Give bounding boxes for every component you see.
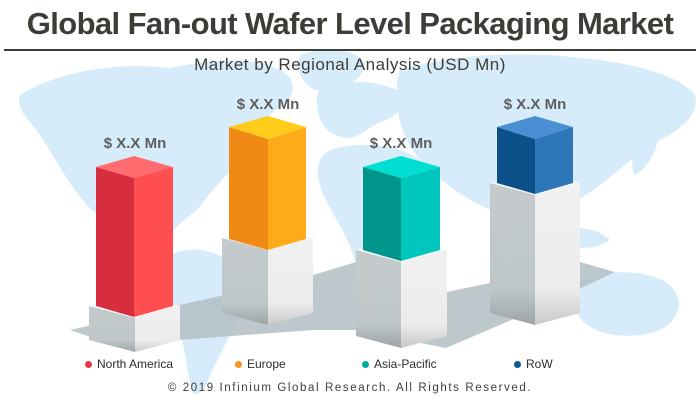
bar-front-left	[96, 167, 134, 317]
bar-front-left	[363, 167, 401, 261]
copyright-footer: © 2019 Infinium Global Research. All Rig…	[167, 382, 533, 394]
legend-dot-icon	[235, 360, 242, 368]
legend-item-europe[interactable]: Europe	[235, 357, 286, 371]
chart-title: Global Fan-out Wafer Level Packaging Mar…	[26, 6, 674, 41]
bar-front-left	[497, 127, 535, 194]
legend-item-row[interactable]: RoW	[514, 357, 553, 371]
legend-label: Asia-Pacific	[374, 357, 437, 371]
value-label-asia-pacific: $ X.X Mn	[369, 135, 433, 152]
bar-front-right	[401, 167, 440, 261]
bar-front-left	[229, 127, 268, 250]
legend-item-north-america[interactable]: North America	[85, 357, 173, 371]
legend-item-asia-pacific[interactable]: Asia-Pacific	[362, 357, 437, 371]
bar-front-right	[535, 127, 573, 194]
bar-top	[229, 116, 306, 139]
bar-asia-pacific[interactable]	[356, 156, 447, 348]
legend-dot-icon	[362, 360, 369, 368]
pedestal-left	[490, 183, 535, 325]
bar-top	[96, 156, 173, 178]
value-label-europe: $ X.X Mn	[236, 96, 300, 113]
legend-label: RoW	[526, 357, 553, 371]
value-label-north-america: $ X.X Mn	[103, 135, 167, 152]
legend-label: Europe	[247, 357, 286, 371]
bar-top	[497, 116, 573, 139]
pedestal-right	[135, 306, 180, 352]
legend-dot-icon	[514, 360, 521, 368]
floor-shadow	[70, 262, 615, 352]
pedestal-left	[222, 238, 268, 325]
legend-dot-icon	[85, 360, 92, 368]
bar-europe[interactable]	[222, 116, 313, 325]
value-label-row: $ X.X Mn	[503, 96, 567, 113]
bar-top	[363, 156, 440, 178]
pedestal-right	[268, 238, 313, 325]
chart-subtitle: Market by Regional Analysis (USD Mn)	[194, 55, 506, 74]
bar-front-right	[134, 167, 173, 317]
bar-north-america[interactable]	[89, 156, 180, 352]
bar-row[interactable]	[490, 116, 580, 325]
legend-label: North America	[97, 357, 174, 371]
pedestal-right	[401, 250, 447, 348]
title-divider	[4, 49, 696, 51]
pedestal-left	[89, 306, 135, 352]
pedestal-right	[535, 183, 580, 325]
legend: North America Europe Asia-Pacific RoW	[0, 357, 700, 375]
bar-front-right	[268, 127, 306, 250]
pedestal-left	[356, 250, 401, 348]
